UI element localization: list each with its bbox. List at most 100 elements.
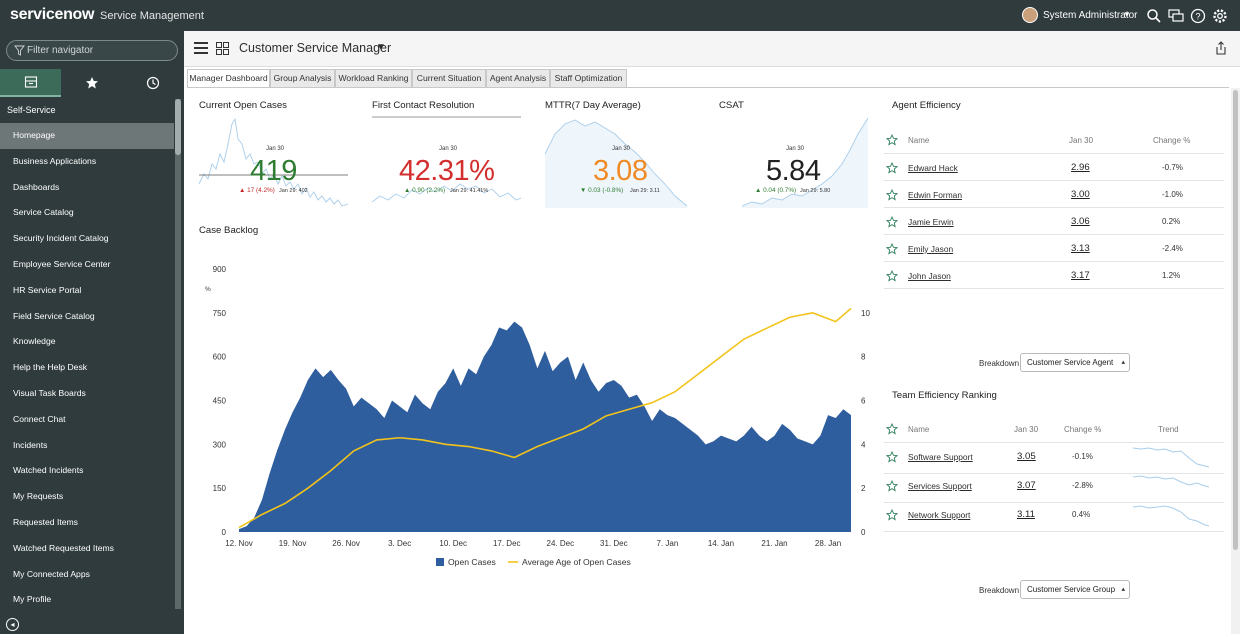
star-outline-icon[interactable] [886,480,898,492]
nav-item[interactable]: Watched Incidents [13,465,84,476]
nav-scrollbar-thumb[interactable] [175,99,181,155]
agent-breakdown-select[interactable]: Customer Service Agent ▴ [1020,353,1130,372]
help-icon[interactable]: ? [1190,8,1206,24]
agent-name-link[interactable]: Emily Jason [908,244,954,254]
star-outline-icon[interactable] [886,423,898,435]
kpi-delta: ▲ 0.04 (0.7%) [755,187,797,194]
dashboard-title[interactable]: Customer Service Manager [239,41,392,55]
nav-item[interactable]: Security Incident Catalog [13,233,109,244]
team-breakdown-select[interactable]: Customer Service Group ▴ [1020,580,1130,599]
user-menu[interactable]: System Administrator [1043,10,1138,21]
agent-change: 0.2% [1162,217,1181,226]
content-scrollbar-thumb[interactable] [1233,90,1238,550]
star-outline-icon[interactable] [886,243,898,255]
nav-item[interactable]: Connect Chat [13,413,66,424]
avatar[interactable] [1022,7,1038,23]
nav-item[interactable]: My Requests [13,491,64,502]
team-name-link[interactable]: Network Support [908,510,971,520]
star-outline-icon[interactable] [886,189,898,201]
team-col-change: Change % [1064,425,1102,434]
star-outline-icon[interactable] [886,134,898,146]
nav-item[interactable]: Watched Requested Items [13,542,114,553]
nav-item[interactable]: HR Service Portal [13,284,82,295]
agent-value-link[interactable]: 2.96 [1071,162,1090,173]
team-col-name: Name [908,425,930,434]
team-name-link[interactable]: Services Support [908,481,972,491]
star-outline-icon[interactable] [886,509,898,521]
y-tick-label: 300 [213,440,227,449]
nav-item[interactable]: Incidents [13,439,48,450]
collapse-navigator-icon[interactable]: ◂ [6,618,19,631]
team-value-link[interactable]: 3.07 [1017,480,1036,491]
agent-value-link[interactable]: 3.17 [1071,270,1090,281]
nav-item[interactable]: Employee Service Center [13,258,111,269]
agent-name-link[interactable]: Edward Hack [908,163,958,173]
agent-name-link[interactable]: John Jason [908,271,951,281]
chat-icon[interactable] [1168,8,1184,24]
tab-history[interactable] [122,69,183,97]
agent-col-name: Name [908,136,930,145]
x-tick-label: 7. Jan [657,539,679,548]
agent-value-link[interactable]: 3.06 [1071,216,1090,227]
nav-item[interactable]: Knowledge [13,336,56,347]
tab-staff-optimization[interactable]: Staff Optimization [550,69,627,88]
nav-section-self-service[interactable]: Self-Service [7,105,56,115]
nav-item[interactable]: Requested Items [13,516,78,527]
search-icon[interactable] [1146,8,1162,24]
tab-favorites[interactable] [61,69,122,97]
nav-item[interactable]: Service Catalog [13,207,74,218]
star-outline-icon[interactable] [886,162,898,174]
agent-col-change: Change % [1153,136,1191,145]
kpi-previous: Jan 29: 3.11 [630,188,660,194]
y-tick-label: 900 [213,265,227,274]
tab-workload-ranking[interactable]: Workload Ranking [335,69,412,88]
nav-item[interactable]: Field Service Catalog [13,310,95,321]
tab-manager-dashboard[interactable]: Manager Dashboard [187,69,270,88]
star-outline-icon[interactable] [886,451,898,463]
nav-item[interactable]: My Connected Apps [13,568,90,579]
tab-current-situation[interactable]: Current Situation [412,69,486,88]
servicenow-logo[interactable]: servicenow [10,6,95,23]
caret-down-icon[interactable]: ▼ [376,42,386,53]
star-icon [85,77,98,89]
star-outline-icon[interactable] [886,270,898,282]
agent-breakdown-label: Breakdown [979,359,1020,368]
kpi-value: 419 [250,155,297,187]
tab-group-analysis[interactable]: Group Analysis [270,69,335,88]
team-value-link[interactable]: 3.11 [1017,509,1035,520]
agent-value-link[interactable]: 3.00 [1071,189,1090,200]
filter-navigator-input[interactable]: Filter navigator [6,40,178,61]
tab-agent-analysis[interactable]: Agent Analysis [486,69,550,88]
y2-tick-label: 6 [861,397,866,406]
caret-down-icon[interactable]: ▼ [1123,10,1131,19]
average-age-line [238,307,852,529]
kpi-value: 5.84 [766,155,821,187]
kpi-title: First Contact Resolution [372,100,475,111]
grid-icon[interactable] [216,42,229,55]
tab-all-apps[interactable] [0,69,61,97]
share-icon[interactable] [1215,41,1227,55]
dashboard-header: Customer Service Manager ▼ [184,31,1240,67]
kpi-delta: ▲ 0.90 (2.2%) [404,187,446,194]
nav-item[interactable]: My Profile [13,594,52,605]
menu-icon[interactable] [194,42,208,54]
nav-item[interactable]: Homepage [0,123,174,149]
x-tick-label: 14. Jan [708,539,734,548]
nav-scrollbar-track[interactable] [175,99,181,609]
x-tick-label: 3. Dec [388,539,411,548]
top-header: servicenow Service Management System Adm… [0,0,1240,31]
nav-item[interactable]: Dashboards [13,181,60,192]
sparkline [199,117,348,207]
agent-name-link[interactable]: Edwin Forman [908,190,962,200]
team-value-link[interactable]: 3.05 [1017,451,1036,462]
nav-item[interactable]: Visual Task Boards [13,387,86,398]
nav-item[interactable]: Help the Help Desk [13,362,88,373]
agent-value-link[interactable]: 3.13 [1071,243,1090,254]
team-name-link[interactable]: Software Support [908,452,973,462]
x-tick-label: 17. Dec [493,539,521,548]
case-backlog-chart: 0 150 300 450 600 750 900% 0 2 4 6 8 10 12. Nov 19. No… [205,265,870,567]
star-outline-icon[interactable] [886,216,898,228]
agent-name-link[interactable]: Jamie Erwin [908,217,954,227]
gear-icon[interactable] [1212,8,1228,24]
nav-item[interactable]: Business Applications [13,155,97,166]
